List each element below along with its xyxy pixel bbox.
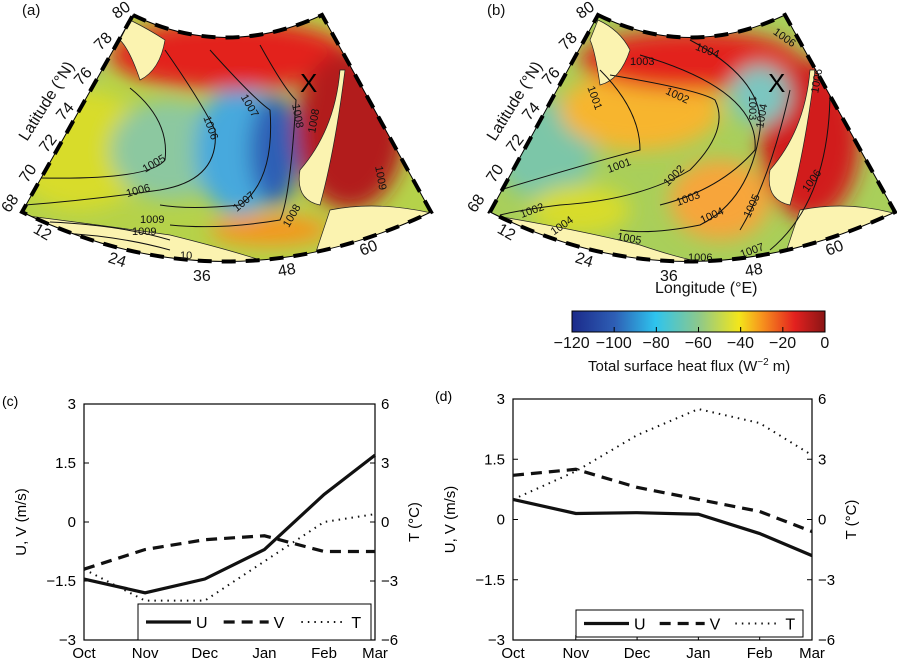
series-u-line <box>83 453 376 595</box>
y2-axis-label: T (°C) <box>406 502 423 542</box>
colorbar-label: Total surface heat flux (W−2 m) <box>588 357 790 375</box>
panel-label: (d) <box>435 388 452 404</box>
y-tick-label: −3 <box>59 632 76 649</box>
y2-tick-label: −6 <box>818 632 835 649</box>
y-axis-label: U, V (m/s) <box>13 488 30 556</box>
panel-label: (c) <box>2 393 18 409</box>
map-b-marker: X <box>768 68 785 98</box>
contour-label: 1009 <box>140 214 165 226</box>
x-tick-label: Oct <box>501 645 525 662</box>
series-v-line <box>512 467 813 534</box>
lon-tick: 36 <box>193 268 211 285</box>
colorbar-tick-label: −40 <box>726 335 754 352</box>
colorbar-tick-label: −60 <box>684 335 712 352</box>
y2-tick-label: 3 <box>381 455 389 472</box>
y2-tick-label: −6 <box>381 632 398 649</box>
series-t-line <box>512 407 813 501</box>
panel-label-a: (a) <box>22 2 41 19</box>
series-v-line <box>83 534 375 571</box>
y2-tick-label: 6 <box>381 396 389 413</box>
x-tick-label: Mar <box>362 645 388 662</box>
colorbar-tick-label: −80 <box>642 335 670 352</box>
y-tick-label: −1.5 <box>46 573 76 590</box>
legend-label: V <box>710 617 721 634</box>
x-tick-label: Dec <box>624 645 651 662</box>
colorbar-label-end: m) <box>768 358 791 375</box>
series-t-line <box>83 513 376 602</box>
x-tick-label: Nov <box>562 645 589 662</box>
colorbar-label-text: Total surface heat flux (W <box>588 358 758 375</box>
lon-tick: 36 <box>660 268 678 285</box>
colorbar-tick-label: −100 <box>595 335 632 352</box>
y-tick-label: −3 <box>488 632 505 649</box>
y2-tick-label: 3 <box>818 451 826 468</box>
colorbar-tick-label: −120 <box>553 335 590 352</box>
colorbar-tick-label: −20 <box>769 335 797 352</box>
x-tick-label: Oct <box>72 645 96 662</box>
y2-tick-label: 0 <box>818 512 826 529</box>
lon-axis-label: Longitude (°E) <box>655 280 758 297</box>
x-tick-label: Nov <box>132 645 159 662</box>
map-a-marker: X <box>300 68 317 98</box>
contour-label: 1003 <box>630 56 655 68</box>
y-tick-label: −1.5 <box>475 572 505 589</box>
legend-label: U <box>196 615 208 632</box>
colorbar-label-sup: −2 <box>757 357 769 368</box>
legend-label: T <box>785 617 795 634</box>
y2-tick-label: −3 <box>818 572 835 589</box>
x-tick-label: Jan <box>686 645 710 662</box>
y-tick-label: 1.5 <box>484 451 505 468</box>
y-tick-label: 1.5 <box>55 455 76 472</box>
x-tick-label: Jan <box>252 645 276 662</box>
panel-label-b: (b) <box>487 2 506 19</box>
contour-label: 1006 <box>688 252 713 264</box>
x-tick-label: Dec <box>191 645 218 662</box>
legend-label: V <box>274 615 285 632</box>
y-tick-label: 3 <box>68 396 76 413</box>
y-tick-label: 0 <box>497 512 505 529</box>
y2-axis-label: T (°C) <box>843 500 860 540</box>
x-tick-label: Mar <box>799 645 825 662</box>
colorbar-tick-label: 0 <box>820 335 830 352</box>
x-tick-label: Feb <box>747 645 773 662</box>
y2-tick-label: 6 <box>818 391 826 408</box>
plot-frame <box>512 398 813 641</box>
y-tick-label: 3 <box>497 391 505 408</box>
y-axis-label: U, V (m/s) <box>442 486 459 554</box>
contour-label: 10 <box>180 250 193 262</box>
contour-label: 1009 <box>132 226 157 238</box>
legend-label: U <box>634 617 646 634</box>
x-tick-label: Feb <box>311 645 337 662</box>
y-tick-label: 0 <box>68 514 76 531</box>
y2-tick-label: 0 <box>381 514 389 531</box>
legend-label: T <box>351 615 361 632</box>
y2-tick-label: −3 <box>381 573 398 590</box>
series-u-line <box>512 497 813 558</box>
